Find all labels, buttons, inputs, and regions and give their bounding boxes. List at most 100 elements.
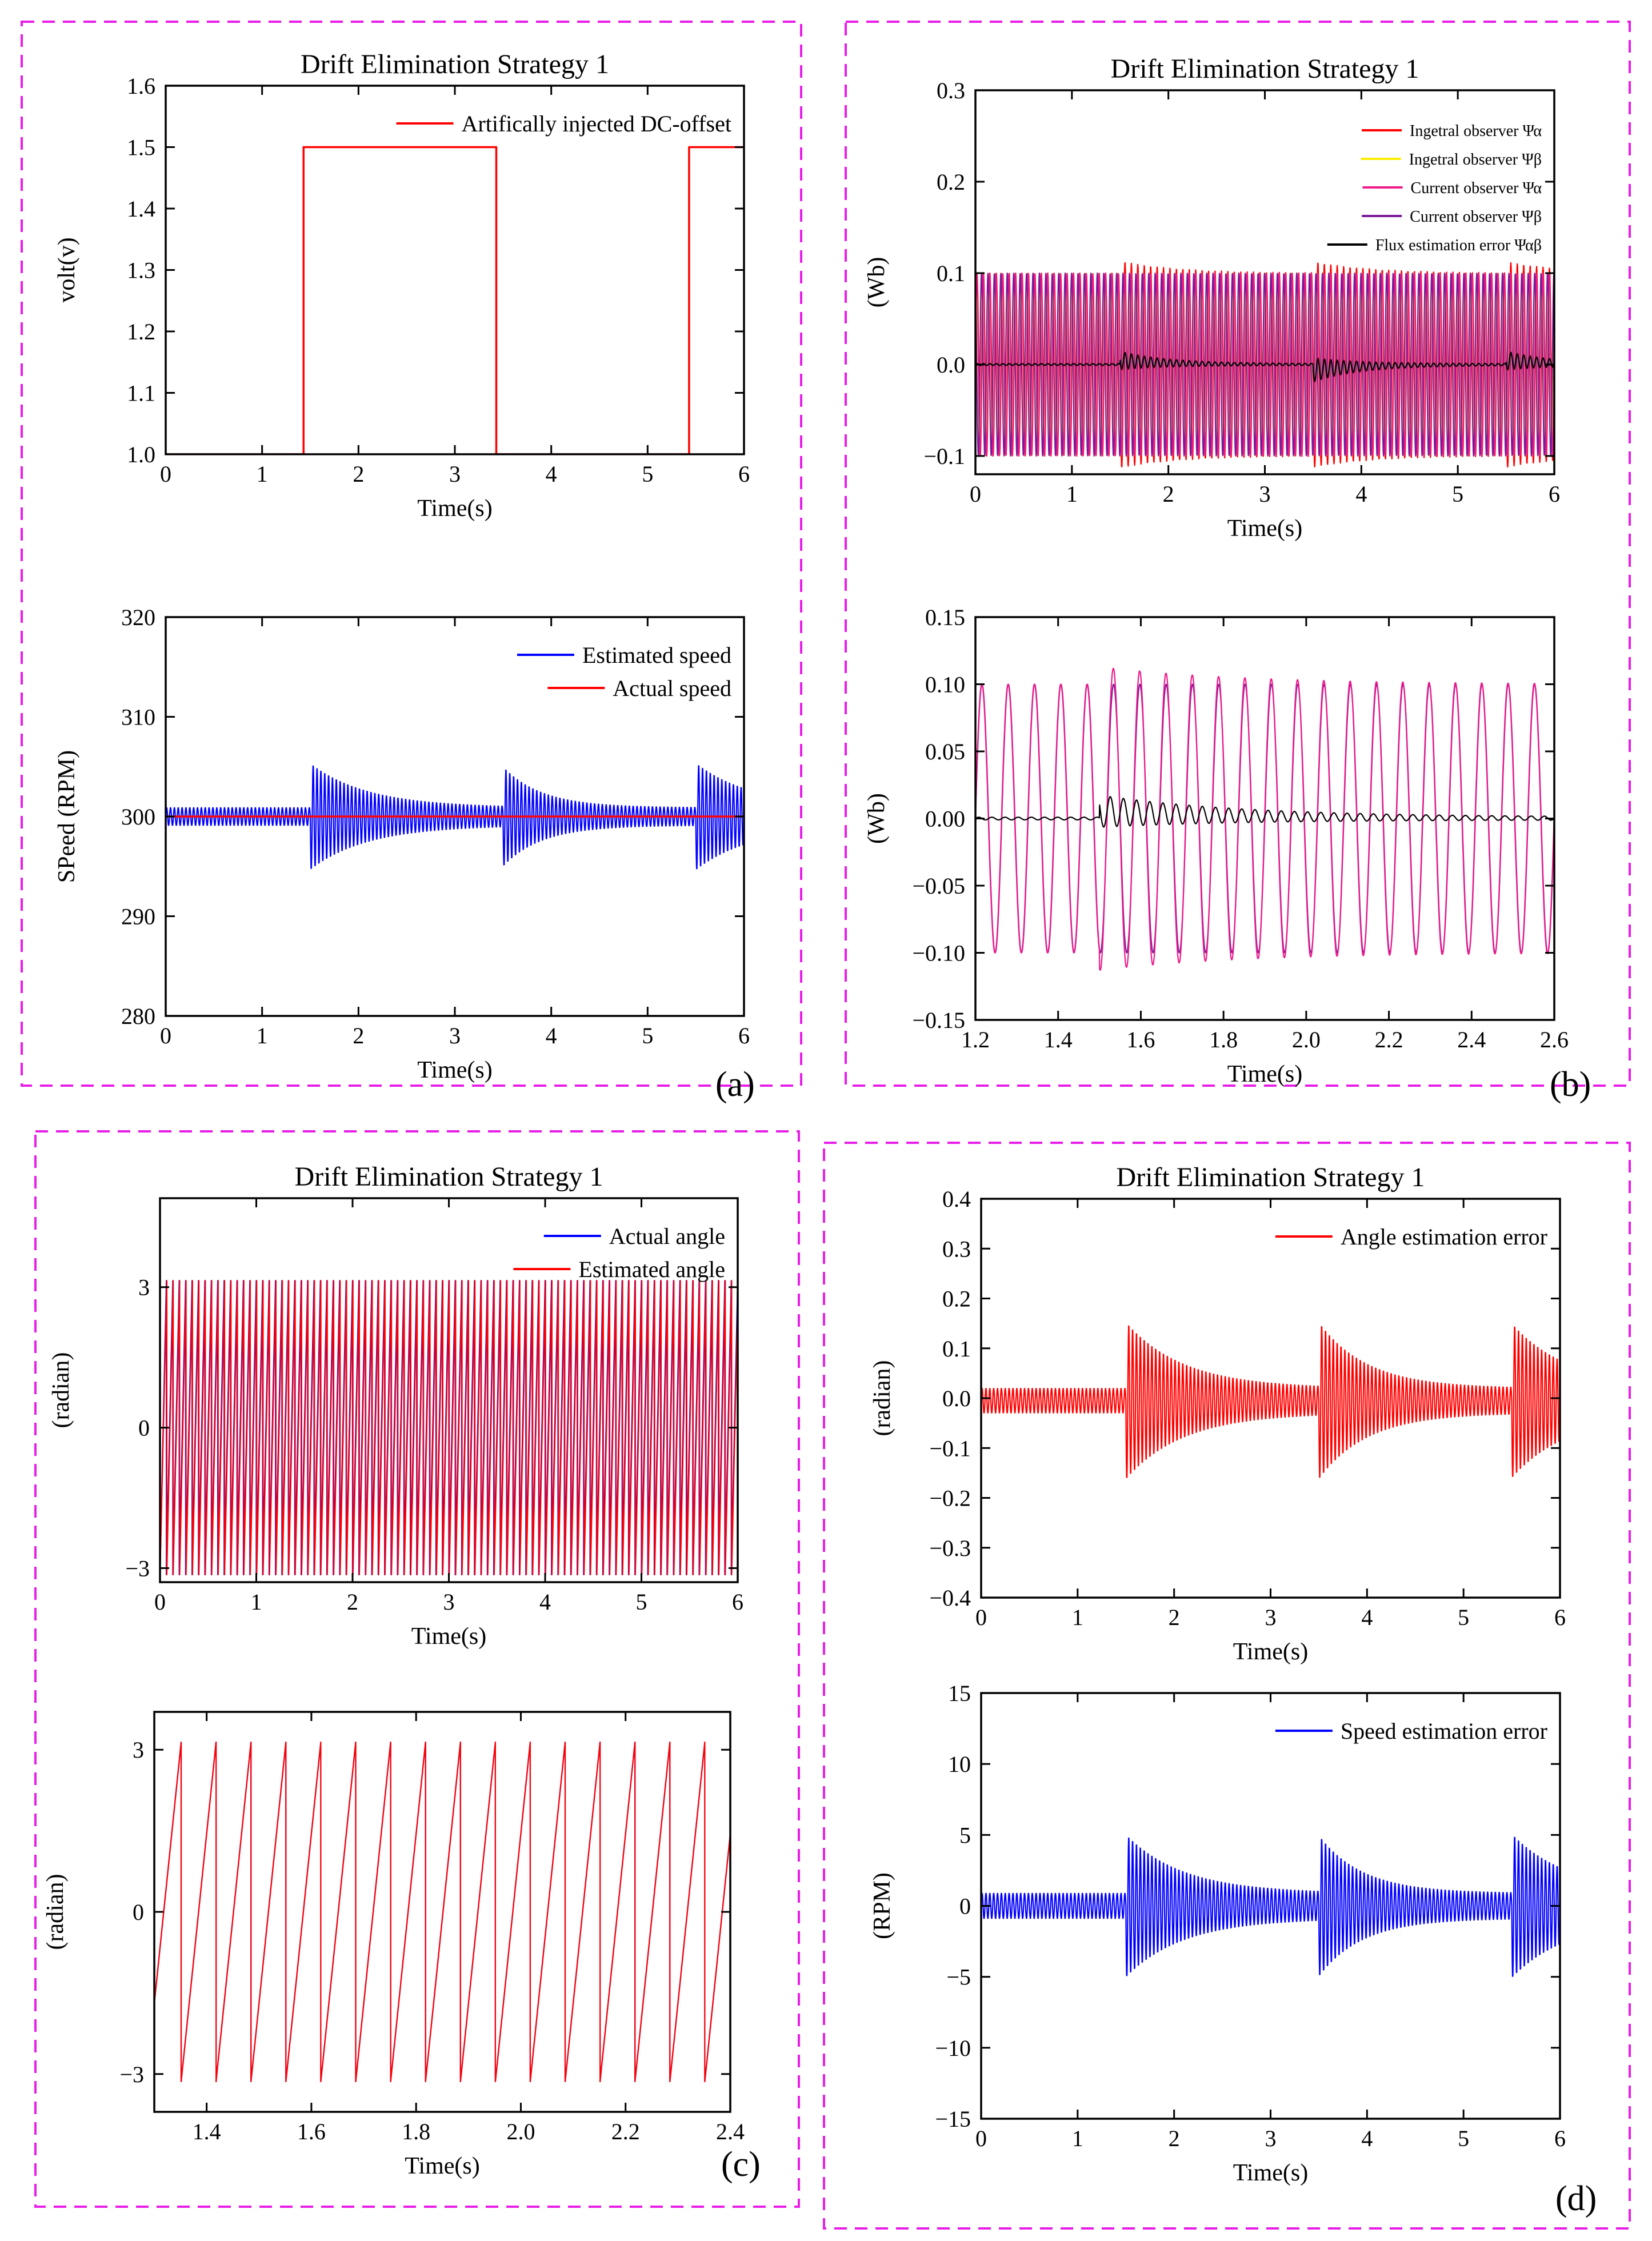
y-tick-label: 1.4 xyxy=(127,196,155,222)
plot-frame xyxy=(153,1711,731,2113)
legend: Angle estimation error xyxy=(1275,1224,1547,1250)
y-tick-label: 0 xyxy=(138,1415,150,1441)
panel-borders xyxy=(21,21,1631,2230)
y-tick-label: 0.0 xyxy=(937,352,965,378)
y-tick-label: 15 xyxy=(948,1680,971,1706)
y-tick-label: −10 xyxy=(935,2035,971,2061)
x-axis-title: Time(s) xyxy=(1227,515,1302,542)
x-tick-label: 6 xyxy=(738,461,750,487)
x-tick-label: 2.2 xyxy=(1375,1027,1403,1053)
series-line-estimated-angle xyxy=(160,1280,738,1575)
y-tick-label: 310 xyxy=(121,705,155,730)
y-tick-label: 1.5 xyxy=(127,135,155,161)
legend-label: Estimated angle xyxy=(578,1256,725,1282)
legend-label: Current observer Ψβ xyxy=(1410,208,1542,226)
series-line-current-observer xyxy=(975,272,1554,457)
x-tick-label: 1 xyxy=(257,1023,268,1049)
y-axis-title: volt(v) xyxy=(54,237,80,302)
x-tick-label: 5 xyxy=(1458,2126,1469,2151)
panel-border-d xyxy=(823,1142,1631,2230)
y-tick-label: 290 xyxy=(121,904,155,930)
legend: Actual angle Estimated angle xyxy=(513,1223,725,1282)
series-group xyxy=(154,1741,730,2083)
x-tick-label: 1 xyxy=(1066,481,1078,507)
chart-c-bottom: 1.4 1.6 1.8 2.0 2.2 2.4 −3 0 3 Time(s) (radian) xyxy=(42,1711,745,2179)
x-tick-label: 5 xyxy=(642,1023,653,1049)
panel-label-c: (c) xyxy=(721,2145,761,2184)
x-tick-label: 2 xyxy=(1163,481,1174,507)
y-tick-label: −5 xyxy=(946,1964,971,1990)
x-tick-label: 2 xyxy=(1169,1604,1180,1630)
x-axis-title: Time(s) xyxy=(1227,1061,1302,1087)
legend-label: Artifically injected DC-offset xyxy=(462,111,731,137)
legend-label: Actual angle xyxy=(609,1223,725,1249)
x-tick-label: 4 xyxy=(1361,2126,1373,2151)
y-tick-label: −0.3 xyxy=(929,1535,971,1561)
y-tick-label: 0.2 xyxy=(937,169,965,195)
x-tick-label: 0 xyxy=(160,461,171,487)
series-line-angle-estimation-error xyxy=(981,1325,1560,1478)
series-group xyxy=(160,1280,738,1575)
x-tick-label: 0 xyxy=(975,2126,987,2151)
x-tick-label: 6 xyxy=(1554,1604,1566,1630)
x-tick-label: 0 xyxy=(970,481,981,507)
y-axis-title: (Wb) xyxy=(863,793,890,844)
x-tick-label: 4 xyxy=(1355,481,1367,507)
y-tick-label: 320 xyxy=(121,605,155,630)
panel-border-c xyxy=(34,1130,800,2208)
y-axis-title: SPeed (RPM) xyxy=(54,750,80,883)
series-line-0 xyxy=(154,1741,730,2083)
legend: Speed estimation error xyxy=(1275,1718,1547,1744)
y-tick-label: 0.0 xyxy=(942,1386,971,1411)
y-tick-label: 1.2 xyxy=(127,319,155,345)
x-axis-title: Time(s) xyxy=(405,2153,479,2179)
x-tick-label: 2 xyxy=(1169,2126,1180,2151)
series-group xyxy=(166,146,744,454)
x-tick-label: 1.8 xyxy=(402,2119,430,2144)
series-line-speed-estimation-error xyxy=(981,1836,1560,1977)
legend-label: Flux estimation error Ψαβ xyxy=(1375,237,1542,254)
x-axis-title: Time(s) xyxy=(417,1057,492,1083)
x-tick-label: 4 xyxy=(1361,1604,1373,1630)
x-tick-label: 5 xyxy=(642,461,653,487)
x-tick-label: 0 xyxy=(160,1023,171,1049)
y-tick-label: 0.15 xyxy=(925,605,965,630)
x-tick-label: 1.8 xyxy=(1209,1027,1238,1053)
y-tick-label: −15 xyxy=(935,2106,971,2132)
charts-layer: 0 1 2 3 4 5 6 1.0 1.1 1.2 1.3 1.4 1.5 1.6 Time(s) volt(… xyxy=(42,49,1569,2186)
y-tick-label: −0.05 xyxy=(912,873,965,899)
x-tick-label: 1.4 xyxy=(1044,1027,1073,1053)
panel-labels: (a) (b) (c) (d) xyxy=(715,1065,1597,2218)
legend-label: Angle estimation error xyxy=(1341,1224,1547,1250)
y-tick-label: −0.1 xyxy=(923,443,965,469)
x-tick-label: 2.6 xyxy=(1540,1027,1569,1053)
y-tick-label: 0.05 xyxy=(925,739,965,765)
x-tick-label: 1.4 xyxy=(193,2119,221,2144)
series-group xyxy=(975,667,1554,971)
chart-b-bottom: 1.2 1.4 1.6 1.8 2.0 2.2 2.4 2.6 −0.15 −0.10 −0.05 0… xyxy=(863,605,1569,1087)
y-axis-title: (radian) xyxy=(42,1874,69,1950)
x-tick-label: 3 xyxy=(449,1023,461,1049)
series-group xyxy=(975,262,1554,468)
chart-d-bottom: 0 1 2 3 4 5 6 −15 −10 −5 0 5 10 15 Time(s) (RPM) Speed e… xyxy=(869,1680,1566,2186)
y-tick-label: 1.1 xyxy=(127,381,155,406)
y-tick-label: 0.1 xyxy=(942,1336,971,1362)
y-tick-label: 0.3 xyxy=(937,78,965,103)
y-tick-label: 280 xyxy=(121,1003,155,1029)
y-tick-label: 0.1 xyxy=(937,261,965,286)
panel-label-d: (d) xyxy=(1555,2179,1597,2218)
legend: Ingetral observer Ψα Ingetral observer Ψβ… xyxy=(1327,122,1542,254)
x-tick-label: 2 xyxy=(353,461,364,487)
x-tick-label: 2 xyxy=(347,1589,358,1615)
x-tick-label: 2.2 xyxy=(611,2119,640,2144)
x-tick-label: 2.4 xyxy=(716,2119,745,2144)
y-tick-label: 0.2 xyxy=(942,1286,971,1312)
series-group xyxy=(166,765,744,870)
y-axis-title: (RPM) xyxy=(869,1872,895,1939)
x-tick-label: 3 xyxy=(1265,1604,1277,1630)
x-tick-label: 2.0 xyxy=(506,2119,535,2144)
x-tick-label: 6 xyxy=(1554,2126,1566,2151)
y-tick-label: 0.10 xyxy=(925,672,965,698)
series-line-current-observer xyxy=(975,272,1554,457)
